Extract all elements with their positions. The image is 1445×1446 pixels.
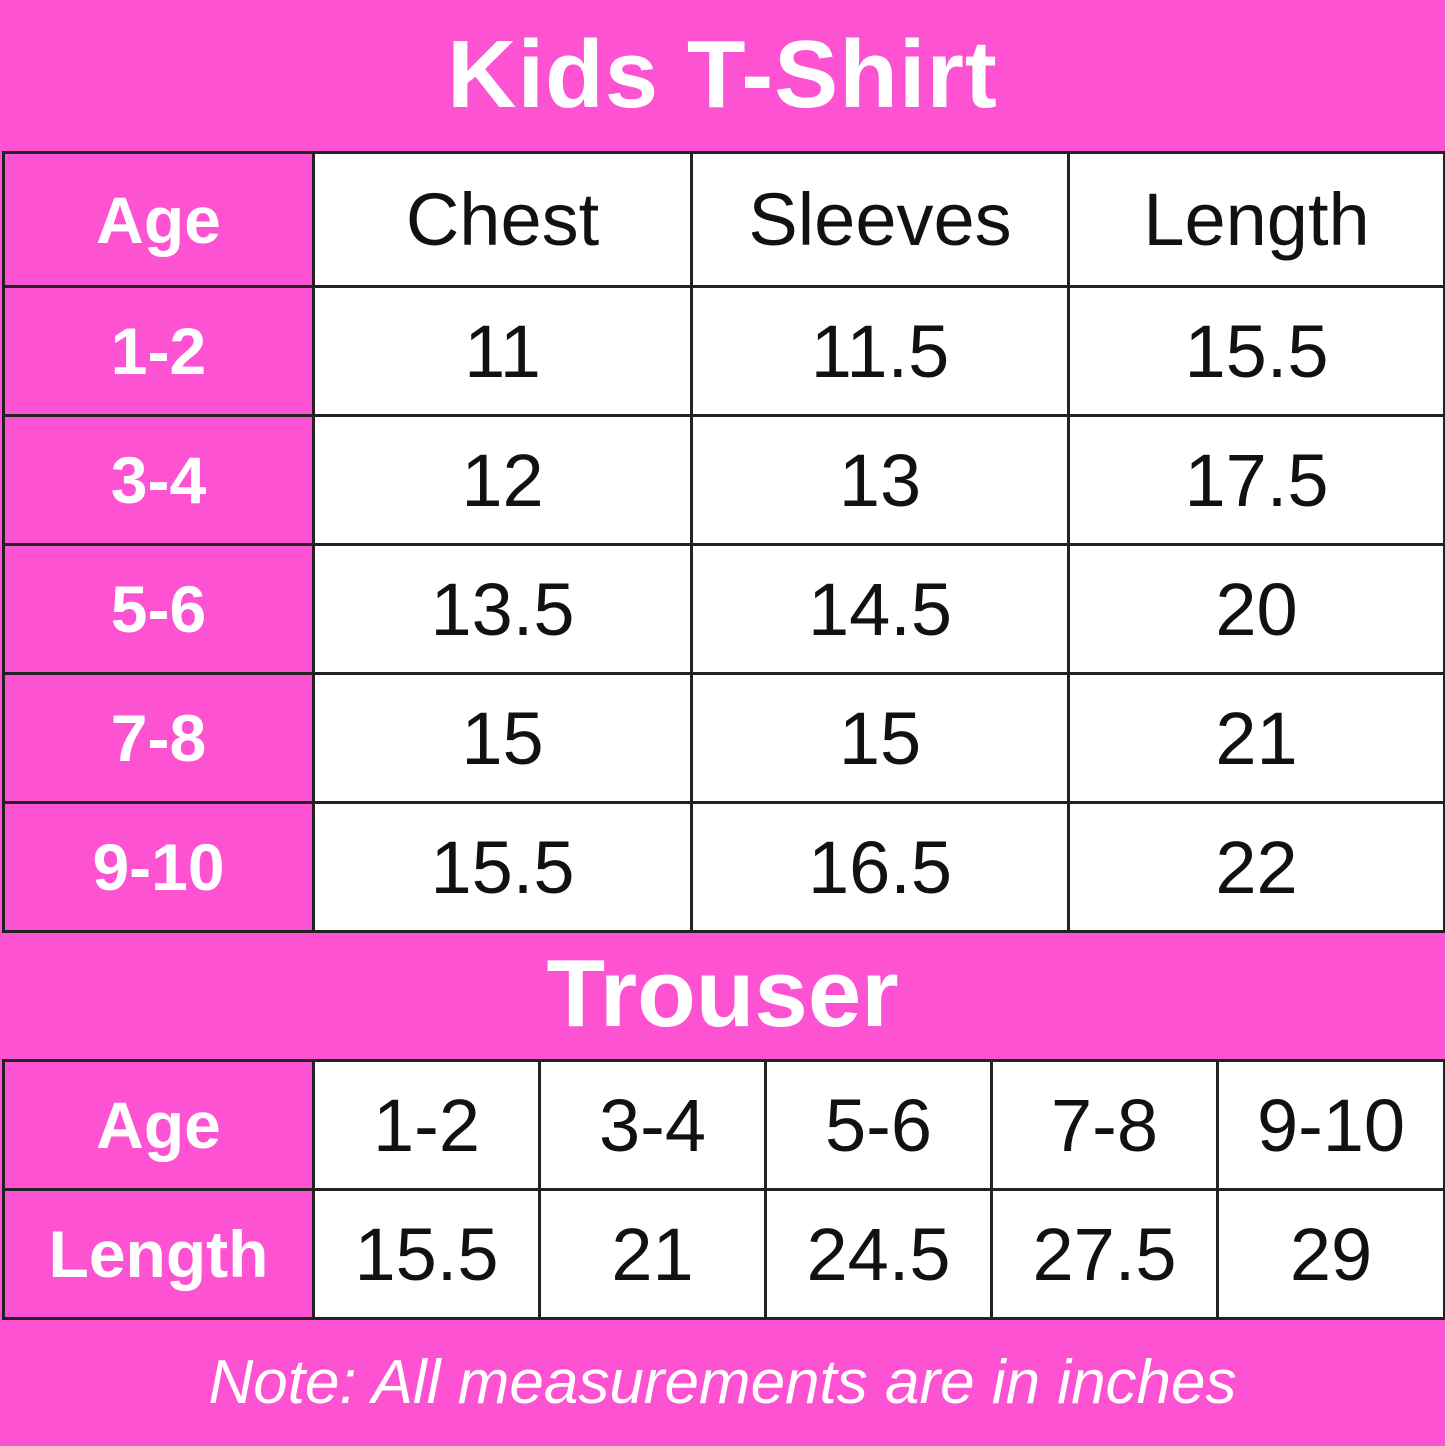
sleeves-cell: 14.5 bbox=[690, 543, 1070, 675]
length-cell: 24.5 bbox=[764, 1188, 993, 1320]
measurement-note: Note: All measurements are in inches bbox=[208, 1347, 1237, 1417]
table-row: 1-2 11 11.5 15.5 bbox=[2, 285, 1445, 417]
age-cell: 3-4 bbox=[2, 414, 315, 546]
chest-cell: 13.5 bbox=[312, 543, 693, 675]
table-row: 3-4 12 13 17.5 bbox=[2, 414, 1445, 546]
chest-cell: 11 bbox=[312, 285, 693, 417]
header-age: Age bbox=[2, 151, 315, 288]
age-cell: 7-8 bbox=[2, 672, 315, 804]
age-cell: 7-8 bbox=[990, 1059, 1219, 1191]
age-row: Age 1-2 3-4 5-6 7-8 9-10 bbox=[2, 1059, 1445, 1191]
age-cell: 9-10 bbox=[1216, 1059, 1445, 1191]
length-cell: 27.5 bbox=[990, 1188, 1219, 1320]
sleeves-cell: 13 bbox=[690, 414, 1070, 546]
sleeves-cell: 16.5 bbox=[690, 801, 1070, 933]
age-cell: 3-4 bbox=[538, 1059, 767, 1191]
length-cell: 17.5 bbox=[1067, 414, 1445, 546]
trouser-title: Trouser bbox=[546, 940, 899, 1047]
length-cell: 22 bbox=[1067, 801, 1445, 933]
header-length: Length bbox=[1067, 151, 1445, 288]
table-row: 5-6 13.5 14.5 20 bbox=[2, 543, 1445, 675]
header-sleeves: Sleeves bbox=[690, 151, 1070, 288]
age-label: Age bbox=[2, 1059, 315, 1191]
length-cell: 15.5 bbox=[312, 1188, 541, 1320]
tshirt-size-table: Age Chest Sleeves Length 1-2 11 11.5 15.… bbox=[2, 151, 1445, 933]
length-cell: 21 bbox=[1067, 672, 1445, 804]
length-cell: 15.5 bbox=[1067, 285, 1445, 417]
length-cell: 29 bbox=[1216, 1188, 1445, 1320]
trouser-size-table: Age 1-2 3-4 5-6 7-8 9-10 Length 15.5 21 … bbox=[2, 1059, 1445, 1320]
table-header-row: Age Chest Sleeves Length bbox=[2, 151, 1445, 288]
age-cell: 5-6 bbox=[2, 543, 315, 675]
age-cell: 1-2 bbox=[2, 285, 315, 417]
header-chest: Chest bbox=[312, 151, 693, 288]
chest-cell: 15 bbox=[312, 672, 693, 804]
table-row: 7-8 15 15 21 bbox=[2, 672, 1445, 804]
page-title: Kids T-Shirt bbox=[447, 21, 998, 128]
chest-cell: 15.5 bbox=[312, 801, 693, 933]
length-row: Length 15.5 21 24.5 27.5 29 bbox=[2, 1188, 1445, 1320]
table-row: 9-10 15.5 16.5 22 bbox=[2, 801, 1445, 933]
length-label: Length bbox=[2, 1188, 315, 1320]
length-cell: 20 bbox=[1067, 543, 1445, 675]
sleeves-cell: 11.5 bbox=[690, 285, 1070, 417]
age-cell: 1-2 bbox=[312, 1059, 541, 1191]
sleeves-cell: 15 bbox=[690, 672, 1070, 804]
age-cell: 5-6 bbox=[764, 1059, 993, 1191]
age-cell: 9-10 bbox=[2, 801, 315, 933]
chest-cell: 12 bbox=[312, 414, 693, 546]
length-cell: 21 bbox=[538, 1188, 767, 1320]
